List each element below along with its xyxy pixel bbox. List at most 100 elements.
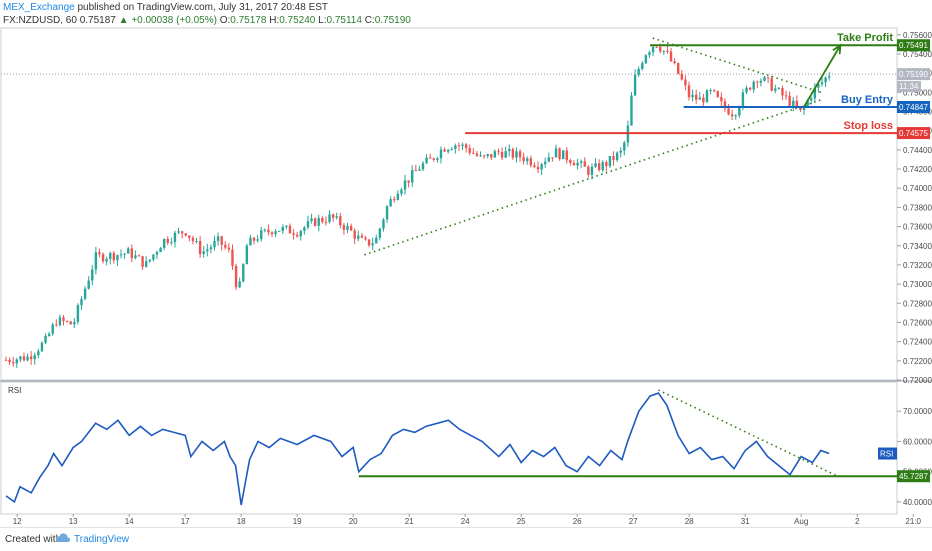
candle-body (40, 342, 44, 352)
candle-body (813, 87, 817, 99)
candle-body (357, 235, 360, 239)
candle-body (561, 150, 565, 160)
time-axis-label: 2 (855, 517, 860, 526)
candle-body (425, 157, 428, 164)
candle-body (738, 107, 741, 116)
candle-body (198, 240, 202, 254)
candle-body (824, 77, 827, 83)
candle-body (583, 161, 586, 167)
candle-body (597, 163, 601, 171)
candle-body (116, 255, 119, 261)
candle-body (33, 355, 36, 360)
candle-body (123, 253, 126, 255)
candle-body (756, 81, 759, 83)
candle-body (91, 269, 94, 281)
candle-body (299, 230, 302, 237)
time-axis-label: 17 (181, 517, 190, 526)
candle-body (766, 77, 770, 79)
candle-body (601, 162, 604, 171)
candle-body (173, 232, 177, 243)
candle-body (249, 237, 252, 246)
candle-body (313, 218, 317, 226)
candle-body (781, 87, 784, 96)
candle-body (705, 90, 709, 103)
candle-body (245, 245, 249, 265)
candle-body (655, 46, 658, 48)
price-axis-label: 0.75000 (903, 88, 932, 97)
candle-body (216, 236, 220, 241)
candle-body (44, 335, 47, 343)
candle-body (130, 248, 134, 259)
low-value: 0.75114 (326, 15, 362, 26)
rsi-level-tag (897, 470, 930, 483)
candle-body (396, 193, 400, 200)
candle-body (22, 356, 26, 361)
candle-body (799, 107, 802, 110)
candle-body (418, 169, 421, 171)
chart-svg[interactable]: 0.756000.754000.752000.750000.748000.746… (0, 0, 932, 527)
rsi-title: RSI (8, 386, 21, 395)
candle-body (342, 225, 346, 230)
time-axis-label: 27 (629, 517, 638, 526)
candle-body (349, 225, 353, 231)
candle-body (788, 95, 791, 106)
candle-body (267, 229, 270, 233)
candle-body (479, 155, 482, 157)
candle-body (281, 226, 284, 231)
candle-body (94, 252, 98, 270)
time-axis-label: 14 (125, 517, 134, 526)
close-label: C: (364, 15, 375, 26)
candle-body (511, 149, 515, 158)
candle-body (209, 247, 213, 250)
publisher-name[interactable]: MEX_Exchange (3, 2, 75, 13)
time-tag-value: 11:34 (899, 82, 919, 91)
candle-body (274, 231, 277, 235)
price-axis-label: 0.73200 (903, 261, 932, 270)
candle-body (677, 63, 680, 74)
candle-body (331, 214, 335, 218)
candle-body (213, 240, 216, 248)
candle-body (784, 95, 788, 97)
candle-body (594, 163, 597, 167)
candle-body (569, 160, 572, 163)
candle-body (26, 356, 29, 361)
symbol-label: FX:NZDUSD, 60 (3, 15, 77, 26)
candle-body (184, 233, 187, 236)
candle-body (227, 247, 231, 250)
rsi-axis-label: 40.0000 (903, 498, 932, 507)
time-axis-label: 12 (13, 517, 22, 526)
candle-body (752, 81, 755, 90)
candle-body (393, 199, 396, 201)
candle-body (716, 91, 719, 98)
rsi-axis-label: 60.0000 (903, 437, 932, 446)
candle-body (450, 148, 453, 150)
candle-body (109, 253, 112, 260)
candle-body (673, 61, 676, 64)
rsi-level-value: 45.7287 (899, 472, 928, 481)
candle-body (662, 50, 666, 52)
candle-body (285, 225, 288, 227)
candle-body (328, 214, 331, 222)
rsi-axis-label: 70.0000 (903, 407, 932, 416)
candle-body (529, 158, 533, 166)
time-axis-label: 13 (69, 517, 78, 526)
candle-body (177, 231, 180, 233)
candle-body (220, 236, 223, 245)
candle-body (112, 253, 116, 261)
candle-body (191, 237, 195, 242)
candle-body (87, 280, 90, 289)
candle-body (565, 150, 568, 161)
candle-body (105, 259, 108, 262)
time-axis-label: 24 (461, 517, 470, 526)
last-price: 0.75187 (79, 15, 116, 26)
candle-body (518, 151, 522, 158)
candle-body (37, 351, 40, 356)
candle-body (278, 230, 281, 232)
rsi-line (5, 392, 830, 506)
footer: Created with TradingView (0, 527, 932, 551)
tradingview-brand[interactable]: TradingView (74, 534, 130, 545)
candle-body (80, 298, 83, 306)
candle-body (734, 115, 737, 117)
candle-body (127, 248, 130, 254)
candle-body (608, 155, 612, 167)
